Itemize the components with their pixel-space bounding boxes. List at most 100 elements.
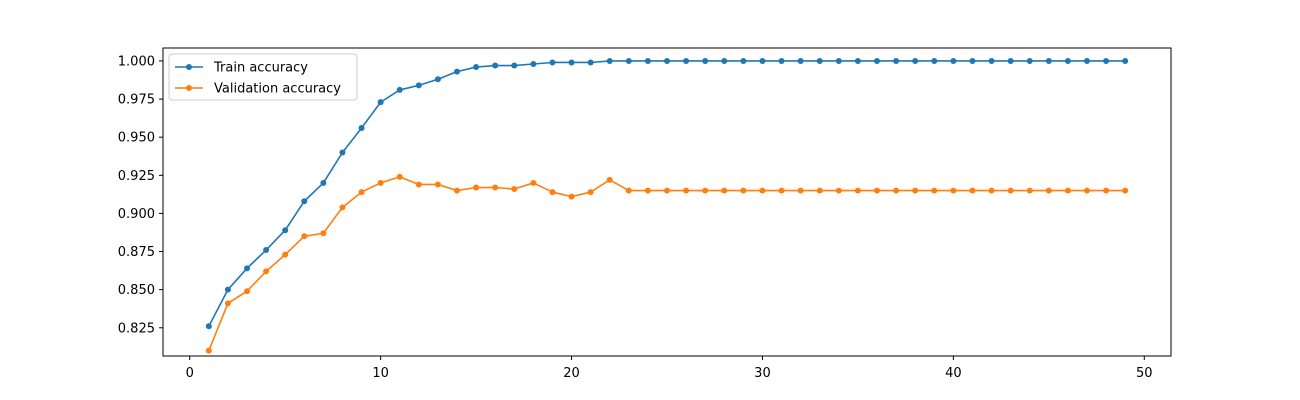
data-point	[683, 57, 690, 64]
series-layer	[205, 57, 1129, 354]
data-point	[224, 300, 231, 307]
legend-label: Train accuracy	[213, 61, 308, 76]
data-point	[1045, 57, 1052, 64]
data-point	[606, 176, 613, 183]
data-point	[797, 187, 804, 194]
data-point	[854, 187, 861, 194]
data-point	[1007, 57, 1014, 64]
legend-item: Train accuracy	[175, 61, 308, 76]
series-validation	[205, 173, 1129, 354]
data-point	[339, 149, 346, 156]
data-point	[205, 323, 212, 330]
data-point	[606, 57, 613, 64]
data-point	[263, 247, 270, 254]
data-point	[358, 125, 365, 132]
data-point	[263, 268, 270, 275]
data-point	[759, 57, 766, 64]
data-point	[1064, 187, 1071, 194]
data-point	[320, 179, 327, 186]
data-point	[358, 189, 365, 196]
data-point	[282, 227, 289, 234]
data-point	[1026, 57, 1033, 64]
data-point	[320, 230, 327, 237]
data-point	[931, 187, 938, 194]
y-tick-label: 0.925	[118, 169, 155, 184]
data-point	[1045, 187, 1052, 194]
data-point	[893, 57, 900, 64]
data-point	[664, 57, 670, 64]
data-point	[874, 187, 880, 194]
x-tick-label: 40	[945, 366, 962, 381]
data-point	[969, 187, 976, 194]
data-point	[301, 198, 308, 205]
data-point	[835, 187, 842, 194]
data-point	[568, 193, 575, 200]
data-point	[625, 57, 632, 64]
legend-box	[168, 53, 358, 101]
legend-label: Validation accuracy	[214, 82, 341, 97]
x-tick-label: 30	[754, 366, 771, 381]
data-point	[816, 187, 823, 194]
data-point	[1026, 187, 1033, 194]
data-point	[511, 186, 518, 193]
data-point	[244, 265, 250, 272]
data-point	[415, 181, 422, 188]
axes-layer: 0 10 20 30 40 50 0.825 0.850 0.875 0.900 0.925 0.95…	[118, 54, 1153, 381]
data-point	[778, 187, 785, 194]
data-point	[1122, 187, 1129, 194]
data-point	[912, 57, 919, 64]
data-point	[816, 57, 823, 64]
x-tick-label: 20	[563, 366, 580, 381]
data-point	[644, 57, 651, 64]
data-point	[1103, 187, 1110, 194]
data-point	[702, 187, 709, 194]
data-point	[644, 187, 651, 194]
y-tick-label: 0.975	[118, 93, 155, 108]
plot-frame	[162, 47, 1172, 357]
data-point	[377, 179, 384, 186]
y-tick-label: 0.875	[118, 245, 155, 260]
data-point	[988, 57, 995, 64]
data-point	[434, 181, 441, 188]
data-point	[377, 99, 384, 106]
y-tick-label: 0.900	[118, 207, 155, 222]
data-point	[893, 187, 900, 194]
data-point	[683, 187, 690, 194]
data-point	[549, 59, 556, 66]
data-point	[415, 82, 422, 89]
data-point	[835, 57, 842, 64]
data-point	[854, 57, 861, 64]
data-point	[568, 59, 575, 66]
data-point	[988, 187, 995, 194]
data-point	[625, 187, 632, 194]
data-point	[950, 187, 957, 194]
legend-marker	[186, 64, 192, 70]
x-tick-label: 0	[186, 366, 194, 381]
data-point	[587, 59, 594, 66]
data-point	[549, 189, 556, 196]
data-point	[721, 187, 728, 194]
y-tick-label: 0.950	[118, 131, 155, 146]
data-point	[721, 57, 728, 64]
data-point	[1122, 57, 1129, 64]
data-point	[759, 187, 766, 194]
data-point	[969, 57, 976, 64]
data-point	[797, 57, 804, 64]
legend-item: Validation accuracy	[175, 82, 341, 97]
data-point	[473, 64, 480, 71]
data-point	[473, 184, 480, 191]
x-tick-label: 10	[372, 366, 389, 381]
data-point	[244, 288, 250, 295]
data-point	[740, 187, 747, 194]
data-point	[224, 286, 231, 293]
x-tick-label: 50	[1136, 366, 1153, 381]
data-point	[587, 189, 594, 196]
y-tick-label: 1.000	[118, 54, 155, 69]
data-point	[396, 173, 403, 180]
data-point	[740, 57, 747, 64]
data-point	[950, 57, 957, 64]
data-point	[454, 68, 460, 75]
data-point	[301, 233, 308, 240]
data-point	[396, 86, 403, 93]
y-tick-label: 0.825	[118, 321, 155, 336]
